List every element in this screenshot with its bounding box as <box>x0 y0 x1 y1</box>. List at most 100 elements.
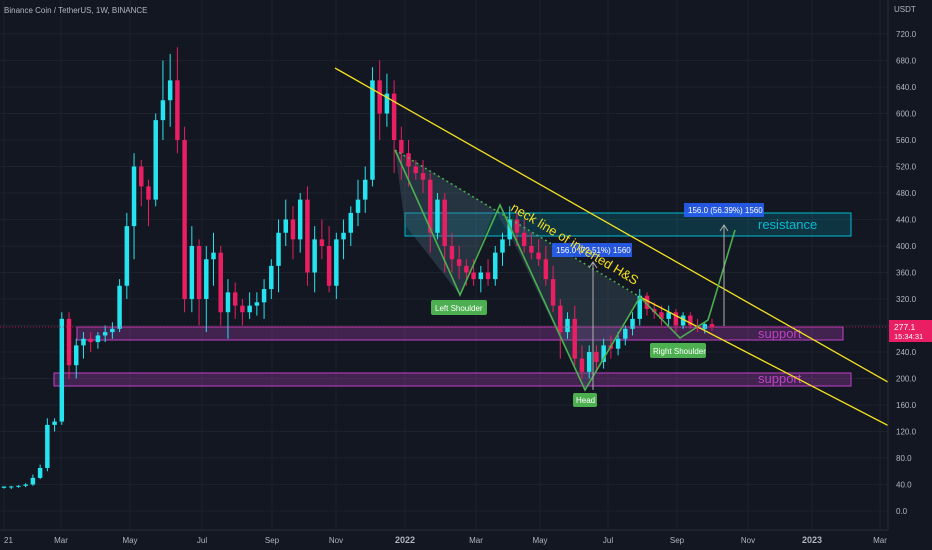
candle-body <box>644 295 650 309</box>
candle[interactable] <box>23 483 28 488</box>
candle[interactable] <box>709 318 715 331</box>
candle[interactable] <box>493 246 498 286</box>
candle[interactable] <box>688 312 693 329</box>
candle[interactable] <box>88 332 93 352</box>
candle[interactable] <box>485 259 491 286</box>
candle[interactable] <box>167 53 173 127</box>
candle[interactable] <box>204 246 209 333</box>
candle[interactable] <box>579 345 585 379</box>
candle[interactable] <box>673 308 679 333</box>
candle[interactable] <box>572 305 577 366</box>
candle[interactable] <box>269 259 274 299</box>
upper-trendline[interactable] <box>334 67 917 399</box>
time-axis[interactable]: 21 Mar May Jul Sep Nov 2022 Mar May Jul Sep Nov 2023… <box>4 535 887 545</box>
candle[interactable] <box>153 113 158 207</box>
candle[interactable] <box>102 325 108 343</box>
candle[interactable] <box>225 279 231 339</box>
candle-body <box>1 486 7 488</box>
candle[interactable] <box>435 193 440 240</box>
candle[interactable] <box>45 418 50 472</box>
candle[interactable] <box>319 219 325 260</box>
candle[interactable] <box>1 486 7 489</box>
candle[interactable] <box>601 338 606 369</box>
candle[interactable] <box>8 485 14 490</box>
candle[interactable] <box>290 206 296 260</box>
candle[interactable] <box>247 292 252 319</box>
candle[interactable] <box>182 126 187 313</box>
candle[interactable] <box>117 279 122 333</box>
candle[interactable] <box>536 239 541 266</box>
candle[interactable] <box>52 418 57 432</box>
candle[interactable] <box>160 60 166 141</box>
candle[interactable] <box>615 332 621 356</box>
candle[interactable] <box>146 179 151 227</box>
candle[interactable] <box>16 485 21 488</box>
candle[interactable] <box>334 232 339 299</box>
candle[interactable] <box>95 332 101 349</box>
candle[interactable] <box>659 305 664 326</box>
candle[interactable] <box>139 159 144 207</box>
candle[interactable] <box>594 345 599 372</box>
candle[interactable] <box>276 219 281 293</box>
candle[interactable] <box>59 312 65 425</box>
candle[interactable] <box>362 166 368 213</box>
candle[interactable] <box>131 153 137 260</box>
candle[interactable] <box>196 239 202 326</box>
candle[interactable] <box>449 232 455 273</box>
candle[interactable] <box>254 292 260 316</box>
candle[interactable] <box>521 219 527 253</box>
candle[interactable] <box>391 80 397 174</box>
head-badge <box>573 393 597 407</box>
candle[interactable] <box>543 246 549 286</box>
candle[interactable] <box>175 47 180 154</box>
time-tick-label: Sep <box>670 536 685 545</box>
candle[interactable] <box>232 282 238 319</box>
candle[interactable] <box>326 226 332 293</box>
candle[interactable] <box>558 299 563 359</box>
candle[interactable] <box>124 212 130 299</box>
candle[interactable] <box>81 332 86 359</box>
candle[interactable] <box>384 73 390 127</box>
candle[interactable] <box>66 312 72 379</box>
support-zone-lower[interactable] <box>53 372 852 387</box>
candle[interactable] <box>355 179 361 227</box>
candle[interactable] <box>529 232 534 260</box>
candle[interactable] <box>240 299 245 326</box>
candle[interactable] <box>666 305 671 326</box>
candle[interactable] <box>623 325 628 346</box>
candle[interactable] <box>420 159 426 193</box>
candle[interactable] <box>218 246 223 326</box>
candle[interactable] <box>348 206 354 246</box>
candle[interactable] <box>341 219 346 260</box>
candle[interactable] <box>37 464 43 480</box>
candle[interactable] <box>297 193 303 253</box>
support-zone-upper[interactable] <box>76 326 844 341</box>
candle[interactable] <box>211 232 216 286</box>
candle[interactable] <box>630 312 635 336</box>
candle[interactable] <box>399 126 404 180</box>
candle[interactable] <box>305 186 310 286</box>
candle[interactable] <box>702 322 708 334</box>
candle[interactable] <box>377 60 382 141</box>
candle[interactable] <box>637 289 642 326</box>
candle[interactable] <box>74 338 79 379</box>
candle[interactable] <box>261 279 267 319</box>
lower-trendline[interactable] <box>639 296 917 441</box>
candle[interactable] <box>586 345 592 379</box>
candle[interactable] <box>312 226 317 293</box>
candle[interactable] <box>500 232 505 266</box>
candle[interactable] <box>110 322 115 339</box>
candle[interactable] <box>370 67 375 187</box>
candle[interactable] <box>478 265 484 293</box>
candle[interactable] <box>283 199 288 246</box>
candle[interactable] <box>428 173 433 253</box>
support-label-upper: support <box>758 326 802 341</box>
candle[interactable] <box>30 474 36 486</box>
candle[interactable] <box>189 226 195 313</box>
candle[interactable] <box>550 265 556 313</box>
candle[interactable] <box>565 312 570 339</box>
candle[interactable] <box>456 246 462 280</box>
candle[interactable] <box>680 312 686 329</box>
candle[interactable] <box>413 159 419 180</box>
